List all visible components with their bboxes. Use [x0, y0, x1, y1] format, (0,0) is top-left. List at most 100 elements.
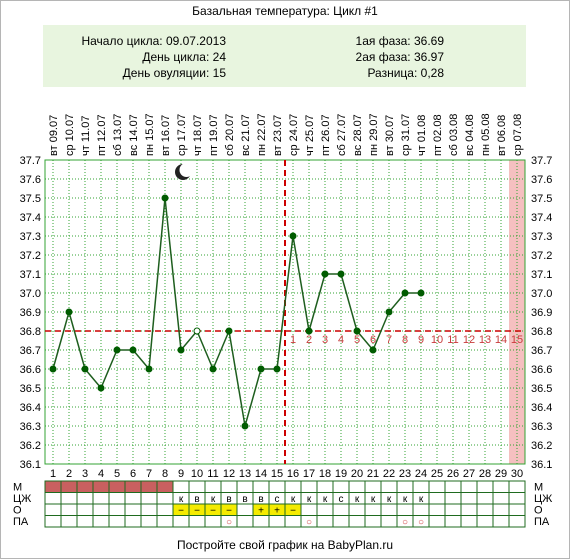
cm-cell: к — [291, 494, 296, 505]
y-tick-label-left: 36.8 — [20, 326, 41, 338]
cm-cell: к — [323, 494, 328, 505]
temperature-point — [321, 270, 329, 278]
date-label: сб 27.07 — [336, 114, 348, 156]
temperature-point — [337, 270, 345, 278]
phase-day-label: 10 — [431, 334, 443, 346]
cycle-day-row: День цикла: 24 — [43, 49, 226, 65]
x-tick-label: 10 — [191, 468, 203, 480]
phase-day-label: 1 — [290, 334, 296, 346]
temperature-point — [241, 422, 249, 430]
os-cell-fill — [173, 504, 189, 516]
date-label: вт 09.07 — [48, 115, 60, 156]
phase1-label: 1ая фаза: — [355, 34, 411, 48]
y-tick-label-left: 36.3 — [20, 421, 41, 433]
os-cell: − — [178, 506, 184, 517]
date-label: пт 12.07 — [96, 114, 108, 156]
os-cell-fill — [205, 504, 221, 516]
date-label: чт 18.07 — [192, 115, 204, 156]
cm-cell: к — [355, 494, 360, 505]
date-label: вс 21.07 — [240, 114, 252, 156]
table-row-label-right: О — [534, 505, 543, 517]
x-tick-label: 27 — [463, 468, 475, 480]
date-label: ср 31.07 — [400, 114, 412, 156]
x-tick-label: 15 — [271, 468, 283, 480]
pa-cell: ○ — [402, 517, 408, 528]
y-tick-label-right: 37.3 — [531, 231, 552, 243]
cm-cell: к — [307, 494, 312, 505]
phase-day-label: 12 — [463, 334, 475, 346]
difference-row: Разница: 0,28 — [43, 65, 444, 81]
phase-day-label: 5 — [354, 334, 360, 346]
os-cell-fill — [269, 504, 285, 516]
y-tick-label-right: 37.6 — [531, 174, 552, 186]
phase1-value: 36.69 — [413, 34, 444, 48]
y-tick-label-left: 36.4 — [20, 402, 41, 414]
phase-day-label: 7 — [386, 334, 392, 346]
date-label: пн 29.07 — [368, 113, 380, 156]
date-label: чт 01.08 — [416, 115, 428, 156]
ovulation-day-label: День овуляции: — [122, 66, 210, 80]
date-label: вт 16.07 — [160, 115, 172, 156]
x-tick-label: 25 — [431, 468, 443, 480]
y-tick-label-right: 37.5 — [531, 193, 552, 205]
difference-label: Разница: — [367, 66, 418, 80]
y-tick-label-right: 37.1 — [531, 269, 552, 281]
temperature-point — [97, 384, 105, 392]
phase2-value: 36.97 — [413, 50, 444, 64]
date-label: чт 11.07 — [80, 115, 92, 156]
cm-cell: в — [194, 494, 199, 505]
y-tick-label-right: 36.5 — [531, 383, 552, 395]
cm-cell: в — [242, 494, 247, 505]
phase-day-label: 3 — [322, 334, 328, 346]
x-tick-label: 30 — [511, 468, 523, 480]
date-label: ср 17.07 — [176, 114, 188, 156]
temperature-point — [177, 346, 185, 354]
difference-value: 0,28 — [420, 66, 444, 80]
phase-day-label: 6 — [370, 334, 376, 346]
temperature-point — [353, 327, 361, 335]
x-tick-label: 24 — [415, 468, 427, 480]
cm-cell: с — [275, 494, 280, 505]
date-label: пт 02.08 — [432, 114, 444, 156]
x-tick-label: 22 — [383, 468, 395, 480]
y-tick-label-left: 37.2 — [20, 250, 41, 262]
y-tick-label-left: 36.2 — [20, 440, 41, 452]
y-tick-label-left: 37.0 — [20, 288, 41, 300]
x-tick-label: 4 — [98, 468, 104, 480]
y-tick-label-left: 36.9 — [20, 307, 41, 319]
temperature-point — [257, 365, 265, 373]
x-tick-label: 18 — [319, 468, 331, 480]
date-label: вс 14.07 — [128, 114, 140, 156]
x-tick-label: 26 — [447, 468, 459, 480]
temperature-point — [129, 346, 137, 354]
cm-cell: к — [371, 494, 376, 505]
x-tick-label: 21 — [367, 468, 379, 480]
table-row-label-right: ПА — [534, 516, 550, 528]
x-tick-label: 13 — [239, 468, 251, 480]
bbt-chart: 36.1 36.1 36.2 36.2 36.3 36.3 36.4 36.4 36.5 36.5… — [13, 113, 552, 528]
temperature-point — [385, 308, 393, 316]
date-label: вс 04.08 — [464, 114, 476, 156]
cm-cell: к — [179, 494, 184, 505]
date-label: ср 10.07 — [64, 114, 76, 156]
y-tick-label-right: 36.3 — [531, 421, 552, 433]
table-row-label-left: ПА — [13, 516, 29, 528]
date-label: пн 22.07 — [256, 113, 268, 156]
temperature-point — [81, 365, 89, 373]
y-tick-label-left: 37.6 — [20, 174, 41, 186]
date-label: вс 28.07 — [352, 114, 364, 156]
temperature-point — [305, 327, 313, 335]
phase-day-label: 11 — [447, 334, 458, 346]
table-row-label-right: М — [534, 482, 543, 494]
temperature-point — [145, 365, 153, 373]
y-tick-label-right: 36.1 — [531, 459, 552, 471]
y-tick-label-left: 37.4 — [20, 212, 41, 224]
date-label: вт 30.07 — [384, 115, 396, 156]
date-label: пн 15.07 — [144, 113, 156, 156]
x-tick-label: 2 — [66, 468, 72, 480]
moon-icon-cutout — [179, 163, 194, 177]
y-tick-label-right: 36.4 — [531, 402, 552, 414]
cycle-day-label: День цикла: — [142, 50, 210, 64]
x-tick-label: 9 — [178, 468, 184, 480]
os-cell-fill — [189, 504, 205, 516]
